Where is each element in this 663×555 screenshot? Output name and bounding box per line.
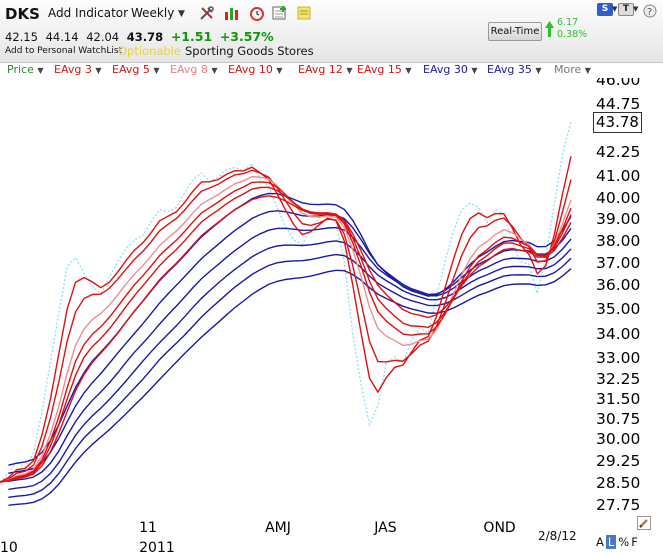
indicator-more[interactable]: More ▼ <box>554 63 591 76</box>
last-price-marker: 43.78 <box>593 112 642 133</box>
y-tick-label: 38.00 <box>596 232 640 250</box>
note-icon[interactable] <box>296 5 312 21</box>
indicator-eavg-30[interactable]: EAvg 30 ▼ <box>423 63 478 76</box>
price-change: +1.51 <box>170 29 213 44</box>
ticker-symbol: DKS <box>5 5 40 23</box>
price-change-percent: +3.57% <box>219 29 274 44</box>
ema-line-blue <box>8 240 572 491</box>
y-tick-label: 32.25 <box>596 370 640 388</box>
indicator-chevron-down-icon[interactable]: ▼ <box>153 66 160 75</box>
ema-line-blue <box>8 226 572 482</box>
indicator-chevron-down-icon[interactable]: ▼ <box>211 66 218 75</box>
indicator-eavg-15[interactable]: EAvg 15 ▼ <box>357 63 412 76</box>
y-tick-label: 31.50 <box>596 390 640 408</box>
price-chart: 46.00 44.75 42.25 41.00 40.00 39.00 38.00 37.00… <box>0 78 640 555</box>
ema-line-red <box>0 195 572 483</box>
indicator-chevron-down-icon[interactable]: ▼ <box>584 66 591 75</box>
auto-scale-button[interactable]: A <box>596 535 604 549</box>
y-tick-label: 27.75 <box>596 496 640 514</box>
y-tick-label: 37.00 <box>596 254 640 272</box>
period-chevron-down-icon[interactable]: ▼ <box>178 9 185 19</box>
s-chevron-down-icon[interactable]: ▼ <box>612 5 618 13</box>
y-tick-label: 28.50 <box>596 474 640 492</box>
last-price: 43.78 <box>126 30 164 44</box>
price-readout: 42.15 44.14 42.04 43.78 +1.51 +3.57% <box>5 29 278 44</box>
y-tick-label: 36.00 <box>596 276 640 294</box>
y-tick-label: 41.00 <box>596 167 640 185</box>
y-tick-label: 30.00 <box>596 430 640 448</box>
y-tick-label: 29.25 <box>596 452 640 470</box>
realtime-change-percent: 0.38% <box>557 29 588 40</box>
tools-icon[interactable] <box>198 5 216 21</box>
ema-line-red <box>0 181 572 483</box>
indicator-eavg-8[interactable]: EAvg 8 ▼ <box>170 63 218 76</box>
open-price: 42.15 <box>5 30 38 44</box>
indicator-eavg-12[interactable]: EAvg 12 ▼ <box>298 63 353 76</box>
ema-line-blue <box>8 253 572 498</box>
y-tick-label: 30.75 <box>596 410 640 428</box>
add-indicator-button[interactable]: Add Indicator <box>48 6 129 20</box>
indicator-chevron-down-icon[interactable]: ▼ <box>405 66 412 75</box>
percent-scale-button[interactable]: % <box>618 535 630 549</box>
pencil-icon[interactable] <box>637 516 651 530</box>
indicator-bar: Price ▼ EAvg 3 ▼ EAvg 5 ▼ EAvg 8 ▼ EAvg 10 ▼… <box>0 62 591 78</box>
scale-controls: A L% F <box>596 535 640 549</box>
bar-chart-icon[interactable] <box>223 5 241 21</box>
realtime-button[interactable]: Real-Time <box>488 22 542 41</box>
high-price: 44.14 <box>45 30 79 44</box>
optionable-badge: Optionable <box>118 44 181 58</box>
y-tick-label: 33.00 <box>596 349 640 367</box>
t-chevron-down-icon[interactable]: ▼ <box>633 5 639 13</box>
indicator-eavg-35[interactable]: EAvg 35 ▼ <box>487 63 542 76</box>
indicator-chevron-down-icon[interactable]: ▼ <box>37 66 44 75</box>
y-tick-label: 39.00 <box>596 210 640 228</box>
sector-link[interactable]: Sporting Goods Stores <box>185 44 314 58</box>
indicator-chevron-down-icon[interactable]: ▼ <box>276 66 283 75</box>
y-tick-label: 44.75 <box>596 95 640 113</box>
indicator-eavg-5[interactable]: EAvg 5 ▼ <box>112 63 160 76</box>
low-price: 42.04 <box>86 30 120 44</box>
indicator-chevron-down-icon[interactable]: ▼ <box>346 66 353 75</box>
y-tick-label: 42.25 <box>596 143 640 161</box>
help-icon[interactable]: ? <box>643 4 657 18</box>
alarm-clock-icon[interactable] <box>249 5 265 21</box>
x-tick-label: 2011 <box>139 540 175 555</box>
add-to-watchlist-link[interactable]: Add to Personal WatchList <box>5 46 123 56</box>
period-label: Weekly <box>131 6 175 20</box>
indicator-chevron-down-icon[interactable]: ▼ <box>535 66 542 75</box>
svg-text:?: ? <box>647 7 652 18</box>
y-tick-label: 35.00 <box>596 300 640 318</box>
chart-date: 2/8/12 <box>538 529 577 543</box>
indicator-chevron-down-icon[interactable]: ▼ <box>471 66 478 75</box>
ema-line-blue <box>8 268 572 506</box>
x-tick-label: OND <box>483 520 515 536</box>
price-line <box>0 121 572 483</box>
s-button[interactable]: S <box>597 3 613 16</box>
y-tick-label: 40.00 <box>596 189 640 207</box>
x-tick-label: AMJ <box>265 520 291 536</box>
ema-line-red <box>0 186 572 483</box>
realtime-change-value: 6.17 <box>557 17 579 28</box>
up-arrow-icon <box>545 21 554 37</box>
period-dropdown[interactable]: Weekly <box>131 6 174 20</box>
t-button[interactable]: T <box>618 3 634 16</box>
log-scale-button[interactable]: L <box>605 535 617 549</box>
x-tick-label: 10 <box>0 540 18 555</box>
y-tick-label: 34.00 <box>596 325 640 343</box>
toolbar: DKS Add Indicator Weekly ▼ S ▼ T ▼ ? 42.… <box>0 0 663 63</box>
indicator-price[interactable]: Price ▼ <box>7 63 44 76</box>
y-tick-label: 46.00 <box>596 78 640 89</box>
realtime-change: 6.17 0.38% <box>557 17 587 41</box>
fixed-scale-button[interactable]: F <box>631 535 638 549</box>
ema-line-blue <box>8 210 572 474</box>
x-tick-label: JAS <box>373 520 396 536</box>
ema-line-red <box>0 156 572 483</box>
x-tick-label: 11 <box>139 520 157 536</box>
indicator-eavg-10[interactable]: EAvg 10 ▼ <box>228 63 283 76</box>
add-chart-icon[interactable] <box>272 5 288 21</box>
indicator-eavg-3[interactable]: EAvg 3 ▼ <box>54 63 102 76</box>
indicator-chevron-down-icon[interactable]: ▼ <box>95 66 102 75</box>
